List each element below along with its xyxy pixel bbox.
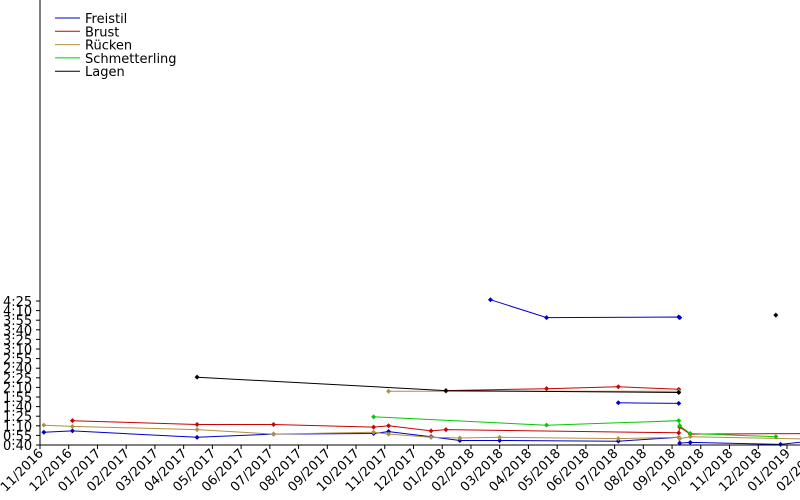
data-point xyxy=(386,423,392,429)
data-point xyxy=(457,435,463,441)
y-tick-label: 3:25 xyxy=(3,333,32,348)
series-rücken xyxy=(41,388,800,442)
y-tick-label: 1:10 xyxy=(3,420,32,435)
series-layer xyxy=(41,297,800,447)
data-point xyxy=(497,438,503,444)
data-point xyxy=(194,374,200,380)
data-point xyxy=(687,434,693,440)
data-point xyxy=(687,439,693,445)
series-line xyxy=(445,386,679,392)
data-point xyxy=(69,423,75,429)
legend-label: Freistil xyxy=(85,12,127,27)
data-point xyxy=(194,434,200,440)
data-point xyxy=(371,414,377,420)
data-point xyxy=(271,422,277,428)
data-point xyxy=(677,315,683,321)
y-tick-label: 3:55 xyxy=(3,314,32,329)
data-point xyxy=(386,431,392,437)
series-lagen xyxy=(194,312,779,396)
legend-label: Lagen xyxy=(85,65,125,80)
y-tick-label: 4:10 xyxy=(3,305,32,320)
data-point xyxy=(487,297,493,303)
data-point xyxy=(457,438,463,444)
series-line xyxy=(197,376,679,393)
series-line xyxy=(490,299,680,319)
data-point xyxy=(371,429,377,435)
y-tick-label: 1:25 xyxy=(3,410,32,425)
data-point xyxy=(69,418,75,424)
data-point xyxy=(443,388,449,394)
legend-label: Brust xyxy=(85,25,119,40)
data-point xyxy=(615,438,621,444)
legend-label: Schmetterling xyxy=(85,52,177,67)
data-point xyxy=(773,434,779,440)
data-point xyxy=(271,431,277,437)
y-tick-label: 3:40 xyxy=(3,324,32,339)
y-axis-ticks: 0:400:551:101:251:401:552:102:252:402:55… xyxy=(3,295,40,454)
y-tick-label: 0:40 xyxy=(3,439,32,454)
data-point xyxy=(615,436,621,442)
series-schmetterling xyxy=(371,414,779,440)
data-point xyxy=(194,422,200,428)
data-point xyxy=(677,440,683,446)
series-line xyxy=(618,402,679,404)
data-point xyxy=(428,428,434,434)
y-tick-label: 2:40 xyxy=(3,362,32,377)
axes xyxy=(39,0,800,446)
data-point xyxy=(615,384,621,390)
legend-label: Rücken xyxy=(85,39,132,54)
y-tick-label: 1:55 xyxy=(3,391,32,406)
y-tick-label: 3:10 xyxy=(3,343,32,358)
data-point xyxy=(69,428,75,434)
x-axis-ticks: 11/201612/201601/201702/201703/201704/20… xyxy=(0,445,800,495)
data-point xyxy=(544,386,550,392)
data-point xyxy=(428,434,434,440)
data-point xyxy=(676,430,682,436)
data-point xyxy=(676,390,682,396)
data-point xyxy=(497,434,503,440)
data-point xyxy=(371,424,377,430)
y-tick-label: 2:55 xyxy=(3,353,32,368)
data-point xyxy=(677,436,683,442)
data-point xyxy=(194,427,200,433)
data-point xyxy=(687,430,693,436)
data-point xyxy=(676,418,682,424)
data-point xyxy=(443,427,449,433)
data-point xyxy=(677,423,683,429)
data-point xyxy=(386,429,392,435)
y-tick-label: 1:40 xyxy=(3,401,32,416)
y-tick-label: 2:10 xyxy=(3,381,32,396)
data-point xyxy=(41,422,47,428)
series-line xyxy=(373,416,776,438)
data-point xyxy=(676,400,682,406)
data-point xyxy=(777,441,783,447)
y-tick-label: 0:55 xyxy=(3,429,32,444)
data-point xyxy=(386,388,392,394)
y-tick-label: 2:25 xyxy=(3,372,32,387)
data-point xyxy=(544,422,550,428)
data-point xyxy=(544,315,550,321)
data-point xyxy=(615,400,621,406)
y-tick-label: 4:25 xyxy=(3,295,32,310)
data-point xyxy=(773,312,779,318)
series-freistil xyxy=(41,297,800,447)
data-point xyxy=(41,429,47,435)
